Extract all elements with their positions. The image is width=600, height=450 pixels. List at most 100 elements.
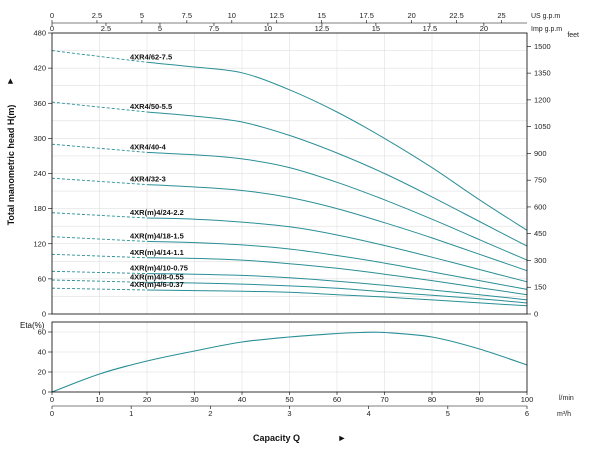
m3h-unit-label: m³/h [557, 411, 571, 418]
head-curve-10: 4XR(m)4/6-0.37 [51, 280, 528, 307]
head-curve-solid-segment [146, 257, 528, 296]
lmin-tick-label: 40 [238, 395, 246, 404]
head-curve-label: 4XR4/32-3 [130, 175, 166, 184]
head-curve-dashed-segment [51, 287, 148, 291]
m3h-tick-label: 3 [287, 409, 291, 418]
head-curve-5: 4XR(m)4/24-2.2 [51, 208, 528, 283]
head-curve-solid-segment [146, 184, 528, 272]
eta-y-tick-label: 40 [38, 348, 46, 357]
capacity-axis-title: Capacity Q [253, 433, 300, 443]
top-axes: 0 2.5 5 7.5 10 12.5 15 17.5 20 22.5 25 0 2.5 5 7.5 10 12… [50, 11, 562, 33]
efficiency-curve-1 [51, 331, 528, 393]
head-chart: 0 60 120 180 240 300 360 420 480 0 150 300 450 600 750… [33, 29, 579, 319]
imp-gpm-tick-label: 2.5 [101, 24, 111, 33]
m3h-tick-label: 4 [367, 409, 371, 418]
feet-tick-label: 600 [534, 202, 547, 211]
head-curve-dashed-segment [51, 101, 148, 113]
head-curve-9: 4XR(m)4/8-0.55 [51, 272, 528, 304]
head-curve-2: 4XR4/50-5.5 [51, 101, 528, 247]
imp-gpm-tick-label: 20 [480, 24, 488, 33]
m3h-tick-label: 1 [129, 409, 133, 418]
head-y-tick-label: 120 [33, 239, 46, 248]
head-curve-dashed-segment [51, 212, 148, 219]
head-curve-dashed-segment [51, 236, 148, 242]
head-curve-solid-segment [146, 273, 528, 301]
eta-y-tick-label: 0 [42, 388, 46, 397]
lmin-tick-label: 100 [521, 395, 534, 404]
us-gpm-tick-label: 15 [318, 11, 326, 20]
head-curve-3: 4XR4/40-4 [51, 142, 528, 261]
head-plot-frame [51, 32, 528, 315]
head-curve-dashed-segment [51, 143, 148, 153]
us-gpm-tick-label: 2.5 [92, 11, 102, 20]
feet-tick-label: 1500 [534, 42, 551, 51]
head-y-tick-label: 0 [42, 310, 46, 319]
head-curve-6: 4XR(m)4/18-1.5 [51, 231, 528, 290]
head-curve-label: 4XR4/40-4 [130, 142, 167, 151]
lmin-tick-label: 0 [50, 395, 54, 404]
head-curve-label: 4XR(m)4/8-0.55 [130, 272, 184, 281]
head-y-tick-label: 180 [33, 204, 46, 213]
head-curve-solid-segment [146, 240, 528, 290]
imp-gpm-tick-label: 15 [372, 24, 380, 33]
capacity-axis-arrow-icon: ► [338, 433, 347, 443]
head-curve-label: 4XR(m)4/6-0.37 [130, 280, 184, 289]
head-curve-dashed-segment [51, 253, 148, 259]
us-gpm-tick-label: 0 [50, 11, 54, 20]
efficiency-chart: 0 20 40 60 [38, 321, 528, 397]
head-curve-label: 4XR(m)4/24-2.2 [130, 208, 184, 217]
m3h-tick-label: 2 [208, 409, 212, 418]
feet-tick-label: 1050 [534, 122, 551, 131]
feet-tick-label: 300 [534, 256, 547, 265]
lmin-tick-label: 10 [95, 395, 103, 404]
us-gpm-tick-label: 5 [140, 11, 144, 20]
imp-gpm-unit-label: Imp g.p.m [531, 26, 562, 33]
bottom-axes: 0 10 20 30 40 50 60 70 80 90 100 0 1 2 3 4 5 6 l/min m³/h [50, 392, 574, 418]
imp-gpm-tick-label: 10 [264, 24, 272, 33]
imp-gpm-tick-label: 7.5 [209, 24, 219, 33]
imp-gpm-tick-label: 0 [50, 24, 54, 33]
head-curve-1: 4XR4/62-7.5 [51, 50, 528, 231]
feet-unit-label: feet [567, 32, 579, 39]
feet-tick-label: 750 [534, 176, 547, 185]
us-gpm-tick-label: 20 [407, 11, 415, 20]
head-curve-dashed-segment [51, 50, 148, 63]
head-curve-solid-segment [146, 151, 528, 261]
head-curve-solid-segment [146, 289, 528, 307]
lmin-tick-label: 70 [380, 395, 388, 404]
m3h-tick-label: 6 [525, 409, 529, 418]
head-curve-label: 4XR4/62-7.5 [130, 52, 172, 61]
imp-gpm-tick-label: 17.5 [423, 24, 438, 33]
feet-tick-label: 450 [534, 229, 547, 238]
lmin-tick-label: 80 [428, 395, 436, 404]
head-curve-solid-segment [146, 217, 528, 283]
us-gpm-tick-label: 22.5 [449, 11, 464, 20]
us-gpm-tick-label: 25 [497, 11, 505, 20]
m3h-tick-label: 0 [50, 409, 54, 418]
head-curve-dashed-segment [51, 177, 148, 186]
head-curve-8: 4XR(m)4/10-0.75 [51, 264, 528, 301]
us-gpm-tick-label: 10 [228, 11, 236, 20]
head-curve-dashed-segment [51, 270, 148, 275]
us-gpm-unit-label: US g.p.m [531, 13, 560, 20]
head-axis-title: Total manometric head H(m) [6, 105, 16, 226]
head-curve-solid-segment [146, 61, 528, 231]
head-axis-arrow-icon: ► [5, 77, 15, 86]
head-y-tick-label: 240 [33, 169, 46, 178]
imp-gpm-tick-label: 5 [158, 24, 162, 33]
feet-tick-label: 1350 [534, 69, 551, 78]
feet-tick-label: 1200 [534, 95, 551, 104]
head-curve-4: 4XR4/32-3 [51, 175, 528, 272]
head-curve-label: 4XR(m)4/18-1.5 [130, 231, 184, 240]
lmin-unit-label: l/min [559, 395, 574, 402]
us-gpm-tick-label: 17.5 [359, 11, 374, 20]
head-curve-solid-segment [146, 281, 528, 304]
head-y-tick-label: 360 [33, 99, 46, 108]
head-y-tick-label: 60 [38, 274, 46, 283]
head-y-tick-label: 420 [33, 64, 46, 73]
m3h-tick-label: 5 [446, 409, 450, 418]
us-gpm-tick-label: 7.5 [182, 11, 192, 20]
lmin-tick-label: 50 [285, 395, 293, 404]
head-curve-7: 4XR(m)4/14-1.1 [51, 248, 528, 296]
